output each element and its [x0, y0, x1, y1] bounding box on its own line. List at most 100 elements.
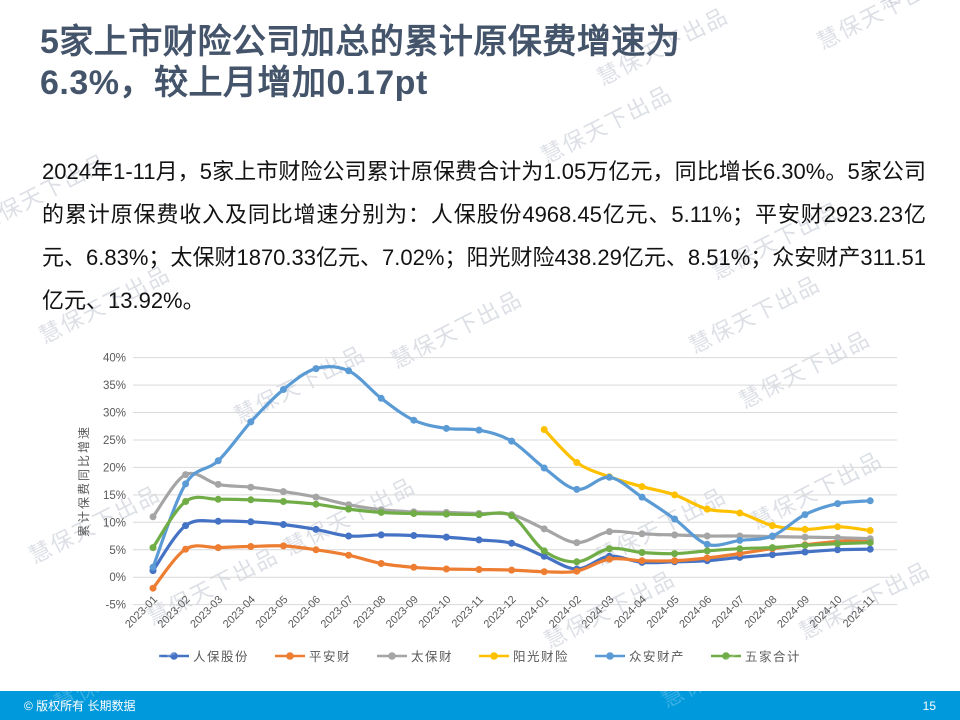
svg-text:40%: 40%	[103, 353, 126, 365]
series-zhongan	[149, 365, 874, 571]
series-cpic-marker	[605, 528, 613, 536]
svg-text:2023-10: 2023-10	[416, 594, 453, 631]
series-total-marker	[703, 547, 711, 555]
svg-text:2023-09: 2023-09	[384, 594, 421, 631]
series-total-marker	[182, 498, 190, 505]
series-total-marker	[214, 495, 222, 503]
x-axis-labels: 2023-012023-022023-032023-042023-052023-…	[123, 594, 877, 631]
legend-item-sunshine: 阳光财险	[479, 646, 569, 665]
series-cpic-marker	[182, 471, 190, 479]
svg-text:2023-04: 2023-04	[221, 594, 258, 631]
legend-marker-picc	[158, 651, 189, 660]
svg-text:2024-06: 2024-06	[677, 594, 714, 631]
svg-text:-5%: -5%	[106, 600, 126, 612]
svg-text:2023-05: 2023-05	[253, 594, 290, 631]
series-pingan-marker	[540, 568, 548, 576]
series-total-marker	[247, 496, 255, 504]
series-pingan-marker	[247, 543, 255, 550]
legend-marker-total	[711, 651, 742, 660]
svg-text:0%: 0%	[109, 572, 126, 584]
series-pingan-marker	[703, 554, 711, 562]
series-picc-marker	[834, 546, 842, 554]
series-total-marker	[377, 508, 385, 516]
legend-item-total: 五家合计	[711, 646, 801, 665]
y-axis-title: 累计保费同比增速	[77, 425, 91, 537]
svg-text:2023-03: 2023-03	[188, 594, 225, 631]
svg-text:2023-02: 2023-02	[156, 594, 193, 631]
series-total-marker	[149, 544, 157, 552]
series-zhongan-marker	[442, 424, 450, 432]
series-cpic-marker	[247, 483, 255, 491]
series-cpic-marker	[834, 534, 842, 542]
svg-text:2024-09: 2024-09	[775, 594, 812, 631]
series-pingan-marker	[736, 550, 744, 558]
svg-text:2024-11: 2024-11	[841, 594, 877, 630]
series-zhongan-marker	[866, 497, 874, 505]
series-zhongan-marker	[638, 493, 646, 501]
series-pingan-marker	[345, 551, 353, 559]
series-picc-marker	[312, 525, 320, 533]
svg-text:2024-08: 2024-08	[742, 594, 779, 631]
series-total-marker	[638, 549, 646, 556]
series-total-line	[151, 495, 872, 564]
series-pingan-marker	[377, 560, 385, 567]
legend-item-picc: 人保股份	[158, 646, 249, 665]
legend-label-total: 五家合计	[745, 650, 802, 664]
series-pingan-marker	[312, 546, 320, 554]
legend-label-sunshine: 阳光财险	[513, 650, 570, 664]
slide-title-line1: 5家上市财险公司加总的累计原保费增速为	[40, 23, 681, 61]
series-zhongan-marker	[149, 563, 157, 571]
series-total-marker	[540, 547, 548, 555]
series-pingan-marker	[214, 544, 222, 552]
svg-text:2023-08: 2023-08	[351, 594, 388, 631]
chart-legend: 人保股份 平安财 太保财 阳光财险 众安财产 五家合计	[0, 646, 960, 665]
series-zhongan-marker	[703, 540, 711, 548]
series-zhongan-marker	[834, 500, 842, 508]
series-sunshine-marker	[736, 509, 744, 517]
gridlines	[133, 357, 897, 606]
series-sunshine-marker	[703, 505, 711, 513]
series-sunshine-marker	[801, 525, 809, 533]
legend-item-pingan: 平安财	[274, 646, 351, 665]
svg-text:2023-07: 2023-07	[319, 594, 356, 631]
series-cpic	[149, 471, 874, 547]
series-pingan-marker	[605, 555, 613, 563]
svg-text:30%: 30%	[103, 408, 126, 420]
series-picc-marker	[508, 539, 516, 547]
series-zhongan-marker	[247, 418, 255, 426]
svg-text:2024-02: 2024-02	[547, 594, 584, 631]
series-pingan-marker	[475, 566, 483, 573]
page-number: 15	[922, 698, 936, 713]
series-total-marker	[345, 505, 353, 513]
series-cpic-marker	[149, 513, 157, 521]
legend-marker-zhongan	[595, 651, 626, 660]
svg-text:20%: 20%	[103, 462, 126, 474]
slide-title-line2: 6.3%，较上月增加0.17pt	[40, 64, 428, 102]
series-cpic-marker	[279, 488, 287, 496]
series-cpic-marker	[671, 531, 679, 539]
svg-text:2024-05: 2024-05	[645, 594, 682, 631]
series-picc-marker	[475, 536, 483, 544]
series-pingan-marker	[573, 567, 581, 575]
legend-marker-sunshine	[479, 651, 509, 660]
series-picc-marker	[866, 545, 874, 553]
legend-label-picc: 人保股份	[192, 650, 249, 664]
series-zhongan-marker	[540, 464, 548, 472]
legend-label-cpic: 太保财	[410, 650, 453, 664]
series-sunshine-marker	[768, 522, 776, 530]
series-total-marker	[508, 512, 516, 520]
svg-text:35%: 35%	[103, 380, 126, 392]
svg-text:2024-10: 2024-10	[808, 594, 845, 631]
series-picc-marker	[345, 532, 353, 540]
series-total-marker	[768, 544, 776, 552]
series-total-marker	[279, 498, 287, 505]
y-axis-labels: -5% 0% 5% 10% 15% 20% 25% 30% 35% 40%	[103, 353, 126, 612]
svg-text:2024-04: 2024-04	[612, 594, 649, 631]
legend-item-zhongan: 众安财产	[595, 646, 685, 665]
series-total-marker	[671, 550, 679, 558]
series-total-marker	[442, 510, 450, 518]
series-sunshine-marker	[834, 523, 842, 531]
series-cpic-marker	[214, 480, 222, 488]
series-sunshine-marker	[540, 426, 548, 433]
